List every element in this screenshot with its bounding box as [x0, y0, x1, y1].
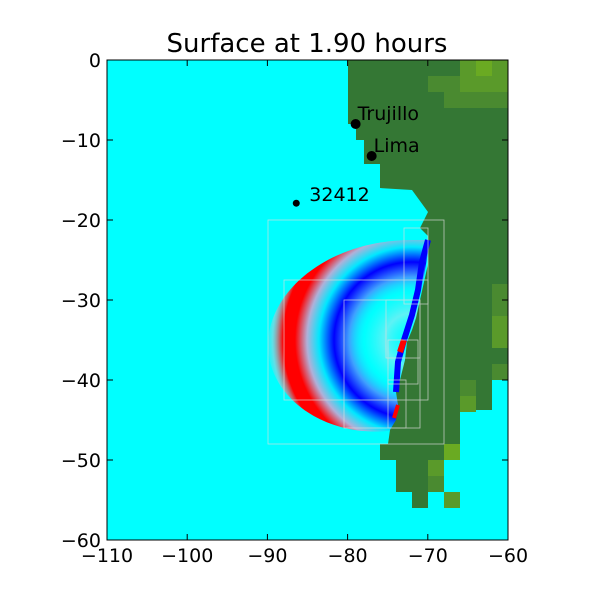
x-tick-label: −70 [408, 545, 448, 567]
amr-patch-outlines [267, 219, 445, 445]
location-label: Lima [374, 135, 420, 157]
x-tick-label: −100 [161, 545, 213, 567]
y-tick-label: −60 [61, 530, 101, 552]
location-markers: Trujillo Lima 32412 [292, 103, 420, 207]
y-tick-label: −50 [61, 450, 101, 472]
coastal-wave [392, 239, 431, 419]
location-label: Trujillo [357, 103, 419, 125]
y-axis-ticks: 0 −10 −20 −30 −40 −50 −60 [61, 50, 508, 552]
x-axis-ticks: −110 −100 −90 −80 −70 −60 [81, 60, 528, 567]
x-tick-label: −90 [247, 545, 287, 567]
location-marker [366, 151, 377, 161]
plot-area [107, 60, 508, 540]
x-tick-label: −110 [81, 545, 133, 567]
x-tick-label: −60 [488, 545, 528, 567]
y-tick-label: −10 [61, 130, 101, 152]
location-label: 32412 [309, 184, 369, 206]
location-marker [350, 119, 361, 129]
x-tick-label: −80 [328, 545, 368, 567]
highland-patches [428, 60, 508, 508]
y-tick-label: −30 [61, 290, 101, 312]
y-tick-label: −20 [61, 210, 101, 232]
chart-title: Surface at 1.90 hours [167, 29, 448, 59]
y-tick-label: 0 [89, 50, 101, 72]
y-tick-label: −40 [61, 370, 101, 392]
location-marker [292, 199, 300, 207]
